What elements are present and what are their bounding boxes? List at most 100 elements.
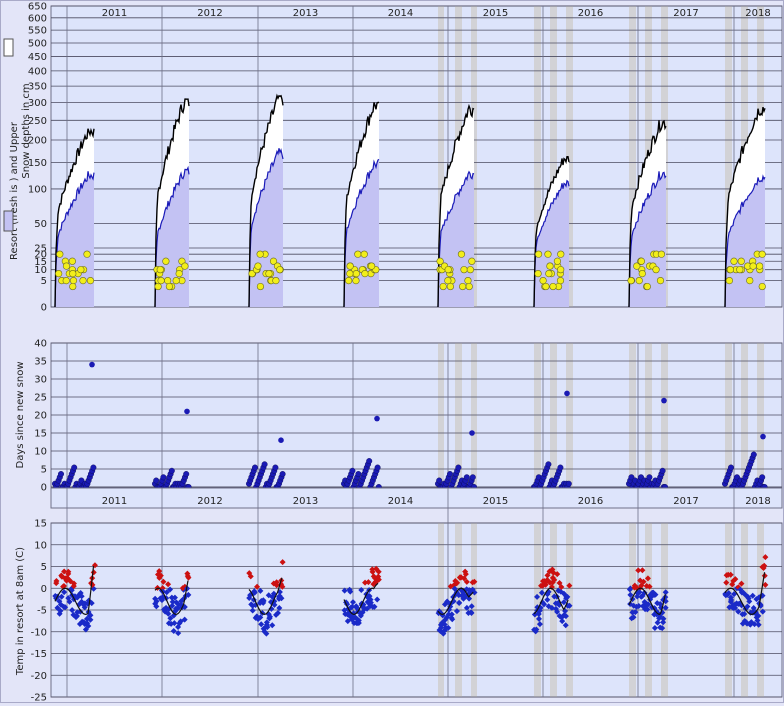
fresh-snow-point [248, 270, 256, 278]
temp-tick-label: 10 [34, 540, 47, 551]
fresh-snow-point [549, 282, 557, 291]
year-label: 2012 [197, 496, 222, 507]
days-point [545, 461, 552, 468]
fresh-snow-point [265, 270, 273, 278]
temp-warm-point [156, 568, 163, 575]
temp-cold-point [278, 595, 285, 602]
temp-cold-point [759, 608, 766, 615]
fresh-snow-point [55, 270, 63, 278]
temp-warm-point [273, 579, 280, 586]
fresh-snow-point [83, 250, 91, 258]
depth-tick-label: 550 [28, 26, 47, 37]
resort-swatch [3, 210, 14, 232]
temp-cold-point [167, 615, 174, 622]
temp-warm-point [635, 567, 642, 574]
days-point [760, 433, 766, 440]
temp-cold-point [263, 630, 270, 637]
fresh-snow-point [546, 262, 554, 270]
temp-cold-point [74, 612, 81, 619]
fresh-snow-point [154, 282, 162, 291]
temp-cold-point [566, 602, 573, 609]
days-point [661, 397, 667, 404]
days-point [646, 474, 653, 481]
holiday-band [534, 6, 541, 307]
temp-cold-point [167, 586, 174, 593]
temp-cold-point [732, 605, 739, 612]
temp-average-line [154, 580, 189, 615]
temp-cold-point [87, 616, 94, 623]
temp-year-strip [50, 487, 783, 509]
temp-cold-point [175, 630, 182, 637]
fresh-snow-point [656, 277, 665, 285]
temp-cold-point [562, 613, 569, 620]
fresh-snow-point [62, 262, 71, 270]
temp-warm-point [762, 581, 769, 588]
fresh-snow-point [352, 277, 360, 285]
fresh-snow-point [56, 250, 64, 258]
temp-cold-point [341, 587, 348, 594]
days-point [366, 458, 373, 465]
fresh-snow-point [444, 277, 452, 285]
days-point [759, 474, 766, 481]
temp-tick-label: -25 [31, 693, 47, 703]
upper-depth-fill [438, 106, 474, 307]
temp-cold-point [85, 622, 92, 629]
temp-cold-point [662, 589, 669, 596]
fresh-snow-point [736, 266, 744, 274]
days-point [355, 471, 362, 478]
temp-cold-point [181, 616, 188, 623]
fresh-snow-point [276, 266, 284, 274]
temp-warm-point [554, 571, 561, 578]
fresh-snow-point [69, 270, 77, 278]
temp-warm-point [454, 579, 461, 586]
fresh-snow-point [68, 257, 76, 265]
temp-cold-point [456, 599, 463, 606]
temp-warm-point [157, 572, 164, 579]
temp-cold-point [627, 591, 634, 598]
fresh-snow-point [360, 250, 368, 258]
temp-average-line [724, 572, 766, 615]
holiday-band [725, 6, 732, 307]
temp-cold-point [251, 589, 258, 596]
upper-depth-fill [55, 128, 94, 307]
days-tick-label: 5 [41, 465, 47, 476]
days-point [90, 464, 97, 471]
temp-tick-label: 15 [34, 519, 47, 530]
upper-depth-fill [249, 95, 283, 307]
fresh-snow-point [542, 282, 550, 291]
temp-warm-point [70, 583, 77, 590]
days-point [272, 464, 279, 471]
days-point [160, 474, 167, 481]
resort-depth-fill [725, 176, 765, 307]
temp-cold-point [466, 595, 473, 602]
days-point [71, 464, 78, 471]
days-point [153, 477, 160, 484]
temp-cold-point [185, 591, 192, 598]
fresh-snow-point [758, 250, 766, 258]
depth-tick-label: 650 [28, 2, 47, 13]
fresh-snow-point [756, 262, 764, 270]
fresh-snow-point [643, 282, 651, 291]
temp-cold-point [536, 615, 543, 622]
days-tick-label: 10 [34, 447, 47, 458]
temp-warm-point [762, 554, 769, 561]
year-label: 2013 [293, 8, 318, 19]
temp-cold-point [644, 606, 651, 613]
depth-tick-label: 150 [28, 158, 47, 169]
fresh-snow-point [352, 270, 360, 278]
fresh-snow-point [749, 262, 757, 270]
temp-tick-label: -10 [31, 627, 47, 638]
temp-cold-point [635, 603, 642, 610]
temp-cold-point [536, 621, 543, 628]
temp-cold-point [347, 588, 354, 595]
temp-cold-point [77, 608, 84, 615]
temp-cold-point [350, 599, 357, 606]
temp-cold-point [544, 596, 551, 603]
temp-cold-point [749, 592, 756, 599]
fresh-snow-point [164, 277, 172, 285]
fresh-snow-point [436, 257, 444, 265]
temp-cold-point [349, 603, 356, 610]
fresh-snow-point [345, 277, 353, 285]
